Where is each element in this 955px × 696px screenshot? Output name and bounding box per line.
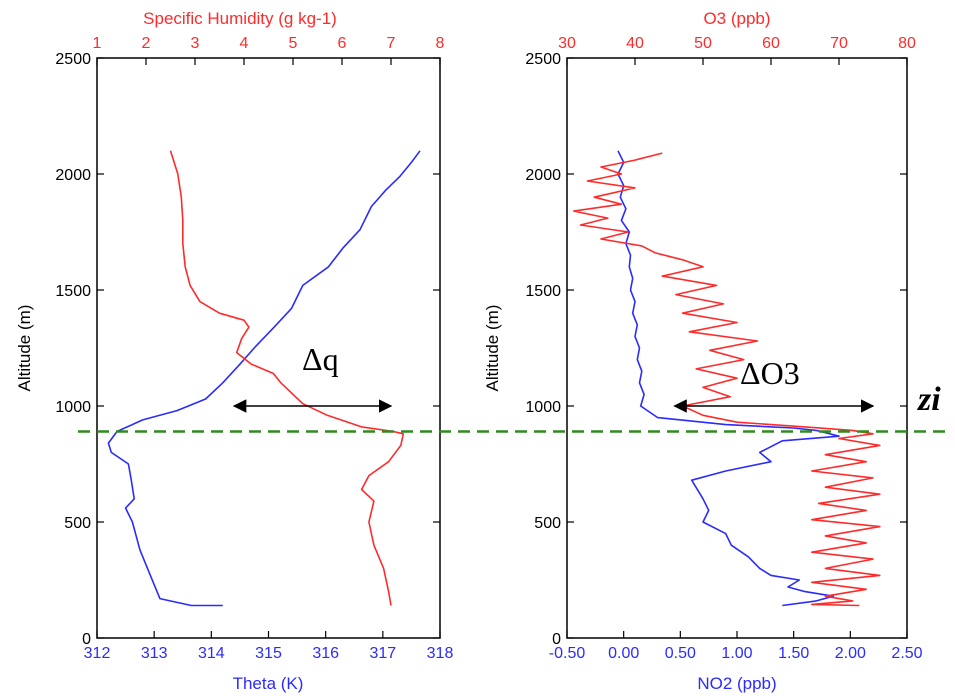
right-y-axis-label: Altitude (m) [483,305,502,392]
right-x2-tick-label: 70 [830,35,848,52]
right-x2-tick-label: 30 [558,35,576,52]
right-x-tick-label: 2.50 [891,645,922,662]
right-x-tick-label: 1.50 [778,645,809,662]
left-red-profile-line [169,150,405,606]
right-y-tick-label: 1500 [525,283,561,300]
right-x-tick-label: 1.00 [721,645,752,662]
left-x-tick-label: 314 [198,645,225,662]
left-y-tick-label: 0 [82,631,91,648]
left-x2-tick-label: 2 [142,35,151,52]
left-delta-q-annotation: Δq [302,341,339,377]
left-x-tick-label: 315 [255,645,282,662]
left-y-tick-label: 2500 [55,51,91,68]
right-delta-o3-annotation: ΔO3 [740,355,800,391]
right-x-tick-label: 0.50 [665,645,696,662]
right-x2-tick-label: 40 [626,35,644,52]
left-x2-tick-label: 6 [338,35,347,52]
left-x2-axis-label: Specific Humidity (g kg-1) [143,9,337,28]
right-x2-tick-label: 80 [898,35,916,52]
left-y-tick-label: 1000 [55,399,91,416]
right-y-tick-label: 500 [534,515,561,532]
left-y-tick-label: 500 [64,515,91,532]
right-x-tick-label: 2.00 [835,645,866,662]
right-x-axis-label: NO2 (ppb) [697,674,776,693]
left-y-axis-label: Altitude (m) [15,305,34,392]
zi-label: zi [917,381,941,418]
left-x2-tick-label: 1 [93,35,102,52]
right-x2-tick-label: 50 [694,35,712,52]
left-x-tick-label: 318 [427,645,454,662]
left-x2-tick-label: 4 [240,35,249,52]
right-x2-axis-label: O3 (ppb) [703,9,770,28]
right-y-tick-label: 2000 [525,167,561,184]
right-y-tick-label: 0 [552,631,561,648]
right-x-tick-label: 0.00 [608,645,639,662]
left-x-tick-label: 312 [84,645,111,662]
right-x-tick-label: -0.50 [549,645,586,662]
left-x-tick-label: 316 [312,645,339,662]
right-blue-profile-line [617,150,840,607]
right-panel: 30 40 50 60 70 80 -0.50 0.00 0.50 1.00 1.50 2.00 2.… [483,9,941,693]
left-x2-tick-label: 7 [387,35,396,52]
right-y-tick-label: 1000 [525,399,561,416]
right-x2-tick-label: 60 [762,35,780,52]
left-plot-frame [96,57,441,639]
left-y-tick-label: 1500 [55,283,91,300]
left-x-axis-label: Theta (K) [233,674,304,693]
left-panel: 1 2 3 4 5 6 7 8 312 313 314 315 316 317 318 0 500 1000 1… [15,9,453,693]
left-x2-tick-label: 3 [191,35,200,52]
left-x-tick-label: 317 [369,645,396,662]
left-blue-profile-line [107,150,421,607]
right-y-tick-label: 2500 [525,51,561,68]
right-red-profile-line [572,152,881,607]
left-y-tick-label: 2000 [55,167,91,184]
left-x2-tick-label: 8 [436,35,445,52]
left-x-tick-label: 313 [141,645,168,662]
left-x2-tick-label: 5 [289,35,298,52]
right-plot-frame [566,57,908,639]
